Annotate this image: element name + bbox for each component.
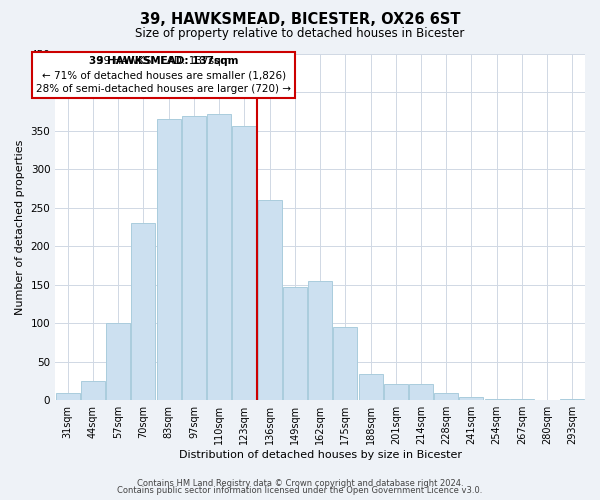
Y-axis label: Number of detached properties: Number of detached properties: [15, 140, 25, 315]
Bar: [131, 224, 155, 400]
Bar: [81, 381, 105, 400]
Bar: [232, 126, 256, 400]
Text: Contains public sector information licensed under the Open Government Licence v3: Contains public sector information licen…: [118, 486, 482, 495]
Text: 39, HAWKSMEAD, BICESTER, OX26 6ST: 39, HAWKSMEAD, BICESTER, OX26 6ST: [140, 12, 460, 28]
Bar: [157, 120, 181, 400]
Bar: [384, 384, 408, 400]
Bar: [359, 374, 383, 400]
Text: 39 HAWKSMEAD: 137sqm: 39 HAWKSMEAD: 137sqm: [89, 56, 238, 66]
Text: 39 HAWKSMEAD: 137sqm
← 71% of detached houses are smaller (1,826)
28% of semi-de: 39 HAWKSMEAD: 137sqm ← 71% of detached h…: [36, 56, 291, 94]
X-axis label: Distribution of detached houses by size in Bicester: Distribution of detached houses by size …: [179, 450, 461, 460]
Bar: [182, 116, 206, 400]
Bar: [56, 392, 80, 400]
Bar: [460, 397, 484, 400]
Bar: [334, 327, 357, 400]
Text: Size of property relative to detached houses in Bicester: Size of property relative to detached ho…: [136, 28, 464, 40]
Bar: [308, 281, 332, 400]
Bar: [485, 398, 509, 400]
Bar: [207, 114, 231, 400]
Bar: [409, 384, 433, 400]
Bar: [434, 392, 458, 400]
Text: Contains HM Land Registry data © Crown copyright and database right 2024.: Contains HM Land Registry data © Crown c…: [137, 478, 463, 488]
Bar: [257, 200, 281, 400]
Bar: [283, 287, 307, 400]
Bar: [106, 324, 130, 400]
